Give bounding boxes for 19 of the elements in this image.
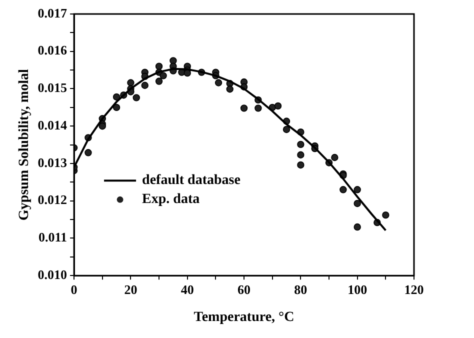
legend-label: Exp. data <box>142 192 200 208</box>
y-axis-title: Gypsum Solubility, molal <box>17 69 32 220</box>
y-tick-label: 0.012 <box>38 192 68 208</box>
y-tick-label: 0.015 <box>38 80 68 96</box>
x-tick-label: 40 <box>180 282 194 297</box>
x-tick-label: 80 <box>294 282 308 297</box>
x-tick-label: 20 <box>124 282 138 297</box>
y-tick-label: 0.016 <box>38 42 68 58</box>
y-tick-label: 0.010 <box>38 266 68 282</box>
legend-label: default database <box>142 173 240 188</box>
x-tick-label: 60 <box>238 282 251 297</box>
y-tick-label: 0.013 <box>38 154 68 170</box>
x-tick-label: 100 <box>348 282 368 297</box>
y-tick-label: 0.011 <box>38 230 68 245</box>
x-axis-title: Temperature, °C <box>194 310 294 326</box>
y-tick-label: 0.014 <box>38 117 68 132</box>
x-tick-label: 0 <box>70 282 78 297</box>
y-tick-label: 0.017 <box>38 5 68 20</box>
x-tick-label: 120 <box>404 282 424 297</box>
